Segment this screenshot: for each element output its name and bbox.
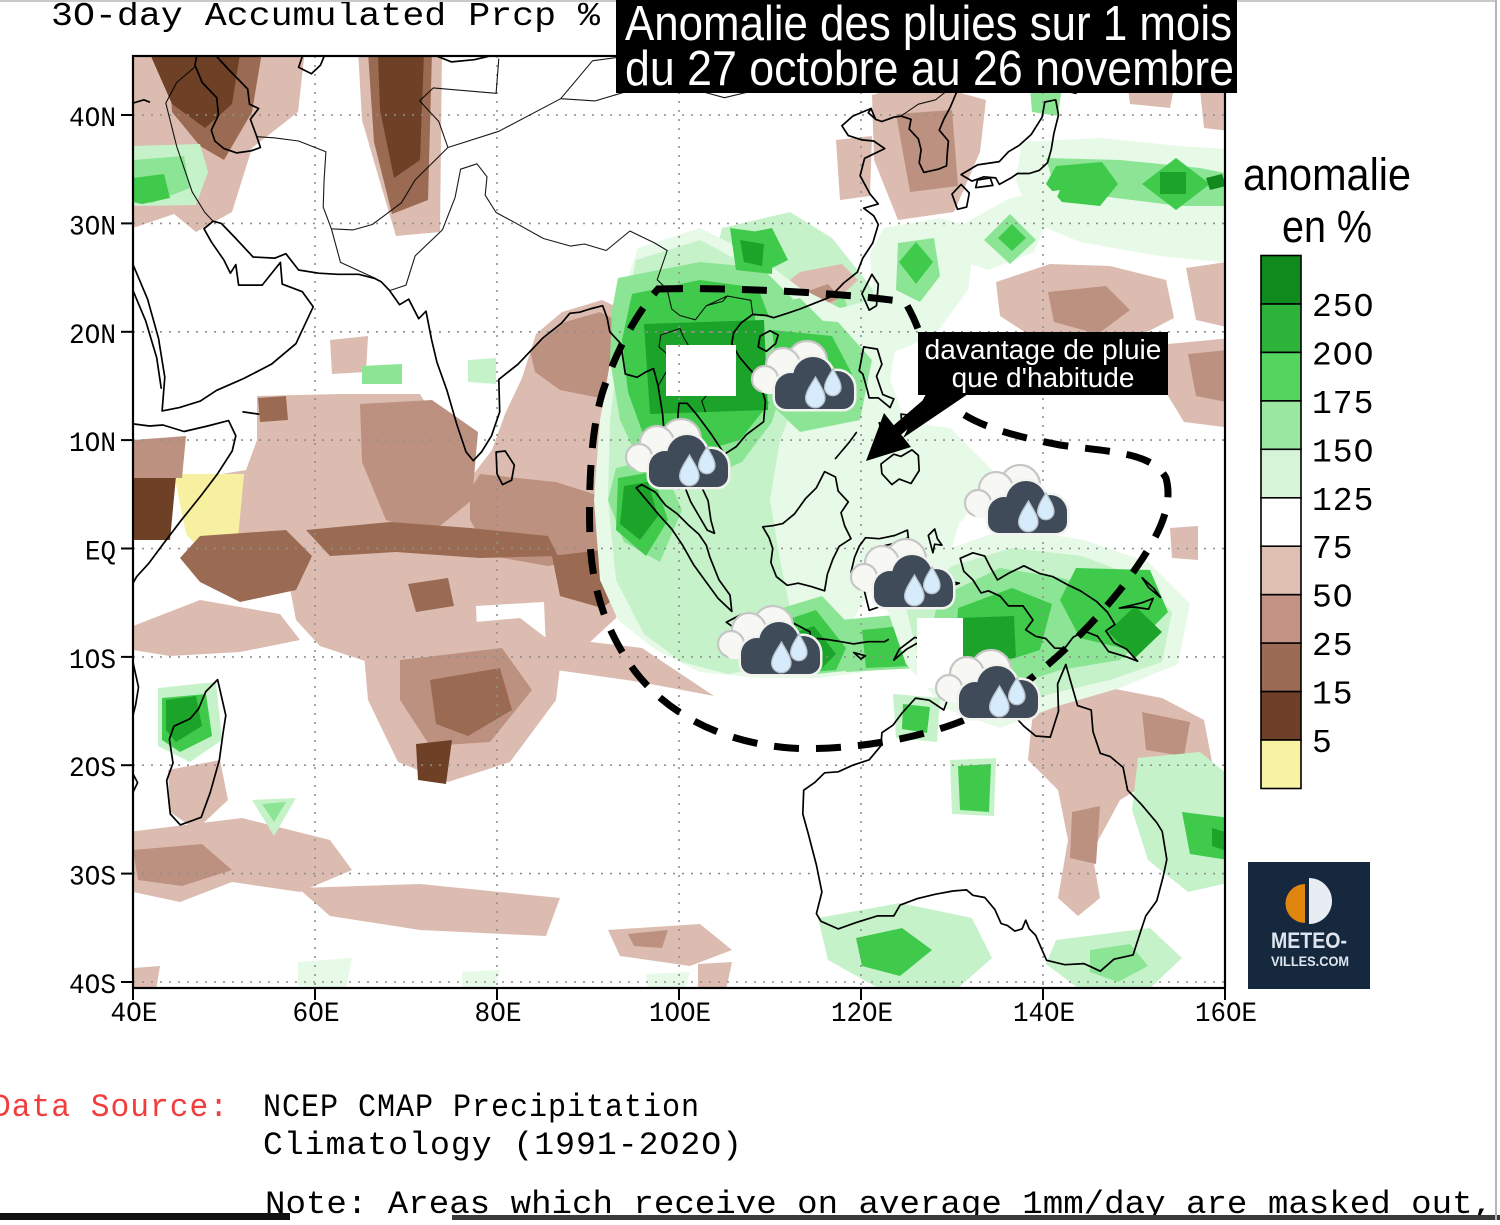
svg-text:12OE: 12OE — [831, 999, 893, 1030]
svg-text:Anomalie des pluies sur 1 mois: Anomalie des pluies sur 1 mois — [625, 0, 1232, 51]
svg-text:75: 75 — [1312, 531, 1354, 568]
svg-text:anomalie: anomalie — [1243, 149, 1411, 200]
svg-text:Note: Areas which receive on a: Note: Areas which receive on average 1mm… — [265, 1186, 1493, 1220]
svg-text:METEO-: METEO- — [1271, 928, 1347, 953]
svg-text:NCEP CMAP Precipitation: NCEP CMAP Precipitation — [263, 1089, 700, 1126]
svg-text:2OO: 2OO — [1312, 337, 1374, 374]
svg-text:8OE: 8OE — [475, 999, 522, 1030]
svg-text:25O: 25O — [1312, 289, 1374, 326]
svg-text:3OS: 3OS — [69, 863, 116, 894]
svg-text:davantage de pluie: davantage de pluie — [925, 334, 1162, 365]
svg-text:Climatology (1991-2O2O): Climatology (1991-2O2O) — [263, 1127, 743, 1164]
svg-text:125: 125 — [1312, 483, 1374, 520]
svg-text:5: 5 — [1312, 725, 1333, 762]
svg-text:1OS: 1OS — [69, 646, 116, 677]
svg-text:VILLES.COM: VILLES.COM — [1271, 953, 1349, 969]
svg-text:2ON: 2ON — [69, 321, 116, 352]
svg-text:EQ: EQ — [85, 538, 116, 569]
svg-text:3O-day Accumulated Prcp %: 3O-day Accumulated Prcp % — [51, 0, 600, 35]
svg-text:175: 175 — [1312, 386, 1374, 423]
svg-text:Data Source:: Data Source: — [0, 1089, 229, 1126]
svg-text:4OE: 4OE — [111, 999, 158, 1030]
svg-text:que d'habitude: que d'habitude — [952, 362, 1135, 393]
svg-text:5O: 5O — [1312, 580, 1354, 617]
svg-text:15: 15 — [1312, 677, 1354, 714]
svg-text:du 27 octobre au 26 novembre: du 27 octobre au 26 novembre — [625, 42, 1234, 96]
svg-text:2OS: 2OS — [69, 754, 116, 785]
svg-text:4ON: 4ON — [69, 104, 116, 135]
svg-text:1OOE: 1OOE — [649, 999, 711, 1030]
svg-text:6OE: 6OE — [293, 999, 340, 1030]
svg-text:25: 25 — [1312, 628, 1354, 665]
svg-text:15O: 15O — [1312, 434, 1374, 471]
svg-text:1ON: 1ON — [69, 429, 116, 460]
svg-text:16OE: 16OE — [1195, 999, 1257, 1030]
svg-text:3ON: 3ON — [69, 212, 116, 243]
svg-text:4OS: 4OS — [69, 971, 116, 1002]
svg-text:en %: en % — [1282, 201, 1372, 252]
svg-text:14OE: 14OE — [1013, 999, 1075, 1030]
